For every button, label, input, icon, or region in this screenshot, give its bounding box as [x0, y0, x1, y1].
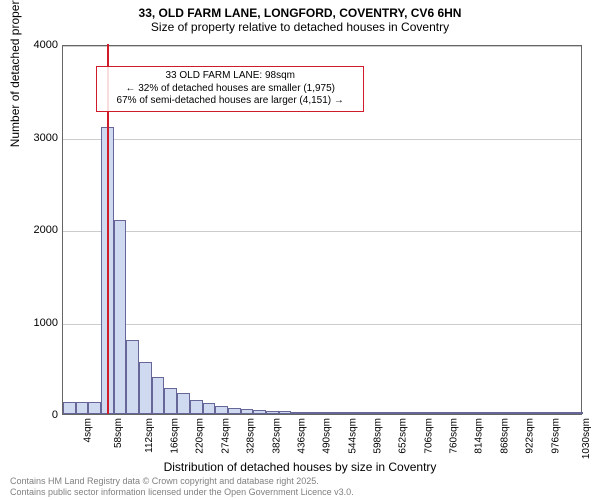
histogram-bar — [507, 412, 520, 414]
histogram-bar — [203, 403, 216, 414]
histogram-bar — [152, 377, 165, 414]
histogram-bar — [342, 412, 355, 414]
gridline — [63, 324, 581, 325]
xtick-label: 490sqm — [322, 418, 333, 454]
xtick-label: 166sqm — [170, 418, 181, 454]
xtick-label: 706sqm — [423, 418, 434, 454]
annotation-line-3: 67% of semi-detached houses are larger (… — [103, 95, 357, 108]
ytick-label: 4000 — [18, 39, 58, 51]
histogram-bar — [88, 402, 101, 414]
annotation-line-2: ← 32% of detached houses are smaller (1,… — [103, 83, 357, 96]
histogram-bar — [139, 362, 152, 414]
histogram-bar — [418, 412, 431, 414]
footer-text: Contains HM Land Registry data © Crown c… — [10, 476, 354, 498]
x-axis-label: Distribution of detached houses by size … — [0, 460, 600, 474]
footer-line-2: Contains public sector information licen… — [10, 487, 354, 498]
xtick-label: 868sqm — [499, 418, 510, 454]
ytick-label: 0 — [18, 409, 58, 421]
title-line-1: 33, OLD FARM LANE, LONGFORD, COVENTRY, C… — [0, 6, 600, 20]
annotation-line-1: 33 OLD FARM LANE: 98sqm — [103, 70, 357, 83]
histogram-bar — [405, 412, 418, 414]
xtick-label: 382sqm — [271, 418, 282, 454]
histogram-bar — [431, 412, 444, 414]
gridline — [63, 231, 581, 232]
chart-container: 33, OLD FARM LANE, LONGFORD, COVENTRY, C… — [0, 0, 600, 500]
gridline — [63, 139, 581, 140]
histogram-bar — [266, 411, 279, 415]
histogram-bar — [469, 412, 482, 414]
histogram-bar — [304, 412, 317, 414]
xtick-label: 760sqm — [449, 418, 460, 454]
histogram-bar — [380, 412, 393, 414]
plot-area: 33 OLD FARM LANE: 98sqm ← 32% of detache… — [62, 45, 582, 415]
histogram-bar — [114, 220, 127, 414]
annotation-box: 33 OLD FARM LANE: 98sqm ← 32% of detache… — [96, 66, 364, 112]
xtick-label: 652sqm — [398, 418, 409, 454]
histogram-bar — [558, 412, 571, 414]
gridline — [63, 46, 581, 47]
histogram-bar — [494, 412, 507, 414]
histogram-bar — [482, 412, 495, 414]
title-block: 33, OLD FARM LANE, LONGFORD, COVENTRY, C… — [0, 0, 600, 35]
histogram-bar — [545, 412, 558, 414]
xtick-label: 112sqm — [144, 418, 155, 453]
histogram-bar — [532, 412, 545, 414]
histogram-bar — [279, 411, 292, 414]
histogram-bar — [241, 409, 254, 414]
ytick-label: 2000 — [18, 224, 58, 236]
histogram-bar — [177, 393, 190, 414]
histogram-bar — [253, 410, 266, 414]
ytick-label: 1000 — [18, 317, 58, 329]
xtick-label: 1030sqm — [581, 418, 592, 459]
footer-line-1: Contains HM Land Registry data © Crown c… — [10, 476, 354, 487]
histogram-bar — [456, 412, 469, 414]
title-line-2: Size of property relative to detached ho… — [0, 20, 600, 34]
xtick-label: 58sqm — [113, 418, 124, 448]
histogram-bar — [393, 412, 406, 414]
histogram-bar — [520, 412, 533, 414]
xtick-label: 814sqm — [474, 418, 485, 454]
ytick-label: 3000 — [18, 132, 58, 144]
xtick-label: 220sqm — [195, 418, 206, 454]
xtick-label: 328sqm — [246, 418, 257, 454]
histogram-bar — [367, 412, 380, 414]
xtick-label: 598sqm — [373, 418, 384, 454]
histogram-bar — [63, 402, 76, 414]
xtick-label: 922sqm — [525, 418, 536, 454]
histogram-bar — [215, 406, 228, 414]
histogram-bar — [126, 340, 139, 414]
histogram-bar — [164, 388, 177, 414]
xtick-label: 436sqm — [297, 418, 308, 454]
xtick-label: 976sqm — [550, 418, 561, 454]
histogram-bar — [329, 412, 342, 414]
y-axis-label: Number of detached properties — [8, 0, 22, 147]
histogram-bar — [317, 412, 330, 414]
histogram-bar — [76, 402, 89, 414]
histogram-bar — [228, 408, 241, 414]
xtick-label: 544sqm — [347, 418, 358, 454]
xtick-label: 4sqm — [82, 418, 93, 442]
histogram-bar — [355, 412, 368, 414]
histogram-bar — [443, 412, 456, 414]
histogram-bar — [570, 412, 583, 414]
histogram-bar — [291, 412, 304, 414]
histogram-bar — [190, 400, 203, 414]
xtick-label: 274sqm — [220, 418, 231, 454]
